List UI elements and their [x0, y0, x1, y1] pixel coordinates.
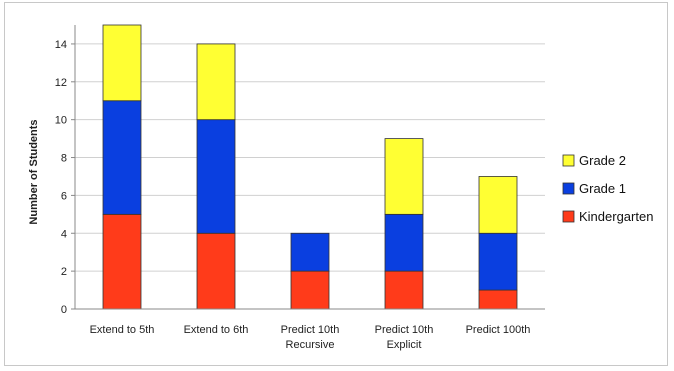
- x-category-label: Predict 10th: [375, 324, 434, 336]
- bar-segment-grade-1: [196, 119, 236, 234]
- bar-segment-kindergarten: [196, 232, 236, 310]
- axes: [71, 25, 545, 310]
- legend-swatch: [562, 182, 575, 195]
- x-category-label: Explicit: [387, 339, 422, 351]
- gridlines: [75, 43, 545, 272]
- x-category-label: Extend to 6th: [184, 324, 249, 336]
- x-category-label: Extend to 5th: [90, 324, 155, 336]
- bar-segment-grade-2: [384, 138, 424, 215]
- bar-segment-grade-1: [290, 232, 330, 272]
- x-category-label: Recursive: [286, 339, 335, 351]
- y-tick-label: 4: [61, 228, 67, 240]
- legend-label: Grade 2: [579, 153, 626, 168]
- x-category-label: Predict 10th: [281, 324, 340, 336]
- legend-label: Grade 1: [579, 181, 626, 196]
- y-tick-labels: 0 2 4 6 8 10 12 14: [55, 39, 67, 316]
- y-axis-title: Number of Students: [28, 119, 40, 224]
- bar-segment-kindergarten: [478, 289, 518, 310]
- bar-segment-grade-1: [478, 232, 518, 291]
- y-tick-label: 14: [55, 39, 67, 51]
- bar-segment-grade-1: [102, 100, 142, 215]
- y-tick-label: 10: [55, 115, 67, 127]
- legend-swatch: [562, 210, 575, 223]
- bar-segment-grade-1: [384, 213, 424, 272]
- chart-frame: 0 2 4 6 8 10 12 14 Extend to 5th Extend to 6th Pr…: [4, 2, 668, 366]
- x-category-labels: Extend to 5th Extend to 6th Predict 10th Re…: [90, 324, 531, 351]
- legend: Grade 2 Grade 1 Kindergarten: [562, 153, 653, 224]
- bar-segment-kindergarten: [102, 213, 142, 310]
- y-tick-label: 6: [61, 190, 67, 202]
- bar-segment-kindergarten: [290, 270, 330, 310]
- y-tick-label: 8: [61, 153, 67, 165]
- y-tick-label: 0: [61, 304, 67, 316]
- bars: [102, 24, 518, 310]
- stacked-bar-chart: 0 2 4 6 8 10 12 14 Extend to 5th Extend to 6th Pr…: [28, 24, 653, 351]
- bar-segment-grade-2: [196, 43, 236, 121]
- bar-segment-grade-2: [102, 24, 142, 102]
- x-category-label: Predict 100th: [466, 324, 531, 336]
- bar-segment-kindergarten: [384, 270, 424, 310]
- bar-segment-grade-2: [478, 176, 518, 234]
- legend-label: Kindergarten: [579, 209, 653, 224]
- y-tick-label: 12: [55, 77, 67, 89]
- legend-swatch: [562, 154, 575, 167]
- y-tick-label: 2: [61, 266, 67, 278]
